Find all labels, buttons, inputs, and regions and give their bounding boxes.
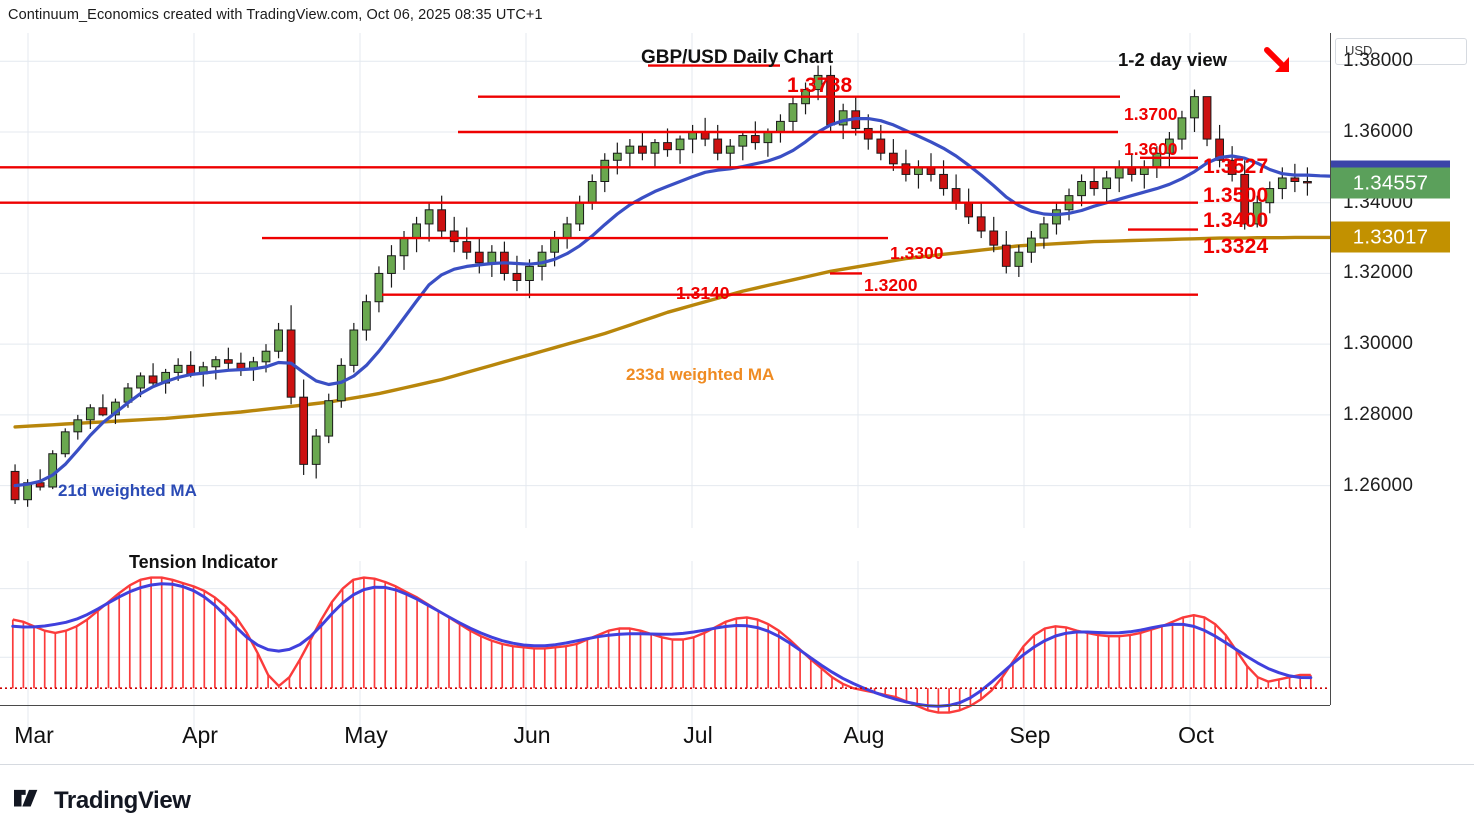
credit-header: Continuum_Economics created with Trading… (8, 7, 543, 23)
price-tick: 1.36000 (1343, 121, 1414, 142)
tradingview-logo-icon (14, 788, 44, 815)
time-tick: Jul (683, 722, 713, 748)
chart-title: GBP/USD Daily Chart (641, 47, 834, 68)
price-tick: 1.28000 (1343, 403, 1414, 425)
price-level-label: 1.3140 (676, 283, 730, 303)
price-axis[interactable]: USD 1.38000 1.36000 1.34000 1.32000 1.30000 1… (1331, 33, 1474, 705)
currency-label: USD (1345, 43, 1373, 58)
time-tick: Mar (14, 722, 54, 748)
price-tick: 1.38000 (1343, 50, 1414, 72)
time-tick: May (344, 722, 388, 748)
price-level-label: 1.3600 (1124, 139, 1178, 159)
indicator-label: Tension Indicator (129, 552, 278, 572)
indicator-pane[interactable] (0, 561, 1330, 738)
price-pane[interactable] (0, 33, 1330, 528)
price-level-label: 1.3400 (1203, 209, 1269, 232)
ma233-label: 233d weighted MA (626, 365, 775, 384)
time-tick: Sep (1009, 722, 1051, 748)
bottom-rule (0, 764, 1474, 765)
price-level-label: 1.3500 (1203, 184, 1269, 207)
currency-box[interactable]: USD (1335, 38, 1467, 65)
tradingview-wordmark: TradingView (54, 787, 191, 814)
price-level-label: 1.3300 (890, 243, 944, 263)
price-tick: 1.26000 (1343, 474, 1414, 496)
time-tick: Jun (513, 722, 551, 748)
time-tick: Aug (843, 722, 885, 748)
price-level-label: 1.3700 (1124, 104, 1178, 124)
time-tick: Apr (182, 722, 218, 748)
arrow-down-right-icon (1262, 44, 1296, 83)
ma21-label: 21d weighted MA (58, 481, 197, 500)
tradingview-brand: TradingView (14, 787, 191, 815)
view-note: 1-2 day view (1118, 49, 1228, 70)
pane-separator (0, 705, 1330, 706)
time-axis[interactable]: Mar Apr May Jun Jul Aug Sep Oct (0, 706, 1330, 764)
axis-separator (1330, 33, 1331, 705)
price-level-label: 1.3324 (1203, 235, 1269, 258)
price-badge[interactable]: 1.34557 (1331, 167, 1450, 199)
time-tick: Oct (1178, 722, 1214, 748)
chart-panes (0, 33, 1474, 738)
price-level-label: 1.3200 (864, 275, 918, 295)
price-badge[interactable]: 1.33017 (1331, 221, 1450, 253)
price-tick: 1.32000 (1343, 262, 1414, 284)
price-level-label: 1.3788 (787, 74, 853, 97)
price-level-label: 1.3527 (1203, 155, 1269, 178)
price-tick: 1.30000 (1343, 333, 1414, 355)
